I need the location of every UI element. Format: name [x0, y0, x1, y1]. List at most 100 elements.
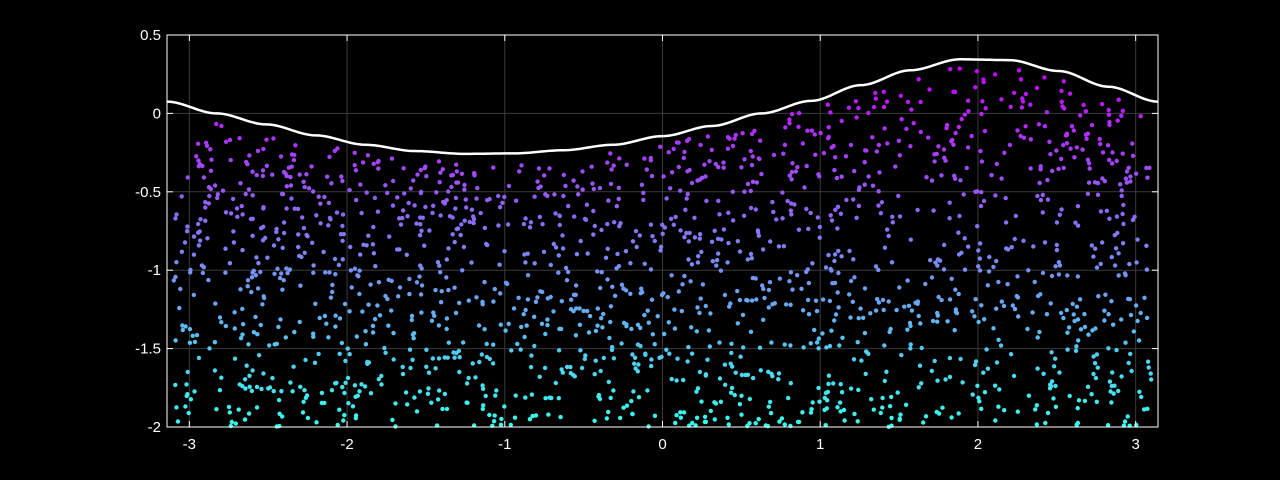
scatter-point — [345, 346, 350, 351]
scatter-point — [180, 323, 185, 328]
scatter-point — [195, 221, 201, 227]
scatter-point — [185, 224, 190, 229]
scatter-point — [833, 207, 838, 212]
scatter-point — [655, 314, 660, 319]
scatter-point — [362, 384, 368, 389]
scatter-point — [325, 174, 330, 179]
scatter-point — [611, 356, 617, 361]
scatter-point — [706, 328, 712, 333]
scatter-point — [1028, 137, 1034, 142]
scatter-point — [918, 129, 923, 135]
scatter-point — [722, 362, 728, 367]
scatter-point — [1005, 282, 1010, 287]
scatter-point — [376, 280, 382, 285]
scatter-point — [770, 302, 775, 307]
scatter-point — [340, 178, 345, 184]
scatter-point — [652, 342, 657, 347]
scatter-point — [703, 303, 708, 309]
scatter-point — [434, 190, 439, 195]
scatter-point — [973, 297, 978, 302]
scatter-point — [598, 368, 603, 374]
scatter-point — [284, 173, 289, 179]
scatter-point — [699, 249, 704, 255]
scatter-point — [1036, 122, 1042, 127]
scatter-point — [359, 210, 364, 216]
scatter-point — [333, 381, 338, 386]
scatter-point — [828, 213, 833, 218]
scatter-point — [664, 347, 669, 352]
scatter-point — [612, 293, 618, 298]
scatter-point — [957, 213, 962, 219]
scatter-point — [662, 331, 667, 337]
scatter-point — [976, 395, 981, 400]
scatter-point — [249, 289, 254, 295]
scatter-point — [1137, 389, 1142, 394]
scatter-point — [812, 132, 817, 137]
scatter-point — [524, 323, 529, 328]
scatter-point — [650, 234, 655, 239]
scatter-point — [729, 350, 734, 356]
scatter-point — [247, 153, 252, 158]
scatter-point — [996, 337, 1001, 342]
scatter-point — [359, 382, 364, 387]
scatter-point — [1071, 312, 1076, 317]
scatter-point — [1124, 169, 1130, 174]
scatter-point — [357, 291, 362, 297]
scatter-point — [194, 154, 199, 159]
scatter-point — [311, 331, 316, 336]
scatter-point — [1028, 166, 1033, 171]
scatter-point — [978, 241, 983, 246]
scatter-point — [551, 241, 556, 247]
scatter-points — [171, 66, 1154, 429]
scatter-point — [545, 296, 550, 301]
scatter-point — [591, 232, 596, 237]
scatter-point — [665, 294, 670, 300]
scatter-point — [749, 162, 755, 168]
scatter-point — [856, 105, 861, 111]
scatter-point — [1042, 75, 1047, 80]
scatter-point — [739, 393, 744, 398]
scatter-point — [358, 182, 363, 187]
scatter-point — [473, 375, 478, 380]
scatter-point — [482, 279, 487, 285]
scatter-point — [916, 77, 921, 82]
scatter-point — [812, 327, 817, 333]
scatter-point — [1071, 128, 1077, 133]
scatter-point — [422, 243, 427, 248]
scatter-point — [713, 401, 719, 406]
scatter-point — [638, 325, 643, 331]
scatter-point — [1015, 274, 1020, 279]
scatter-point — [902, 304, 907, 309]
scatter-point — [368, 282, 373, 287]
scatter-point — [1069, 124, 1075, 129]
scatter-point — [718, 399, 724, 404]
scatter-point — [1059, 88, 1064, 94]
scatter-point — [1028, 102, 1033, 107]
scatter-point — [898, 93, 903, 99]
scatter-point — [283, 335, 288, 340]
scatter-point — [887, 329, 892, 335]
scatter-point — [1075, 317, 1081, 322]
scatter-point — [649, 357, 654, 362]
scatter-point — [697, 369, 703, 375]
scatter-point — [223, 270, 228, 275]
scatter-point — [206, 185, 212, 190]
scatter-point — [1066, 325, 1072, 330]
scatter-point — [578, 348, 583, 353]
scatter-point — [966, 109, 971, 114]
scatter-point — [279, 191, 285, 197]
scatter-point — [1045, 410, 1051, 416]
scatter-point — [1109, 299, 1114, 304]
scatter-point — [981, 79, 986, 85]
scatter-point — [228, 157, 233, 163]
scatter-point — [782, 142, 788, 148]
scatter-point — [1053, 264, 1058, 269]
scatter-point — [676, 140, 681, 145]
scatter-point — [777, 276, 782, 281]
scatter-point — [800, 410, 805, 415]
scatter-point — [439, 289, 444, 294]
scatter-point — [1058, 310, 1064, 316]
scatter-point — [356, 274, 361, 279]
scatter-point — [1044, 312, 1050, 317]
scatter-point — [850, 299, 855, 304]
